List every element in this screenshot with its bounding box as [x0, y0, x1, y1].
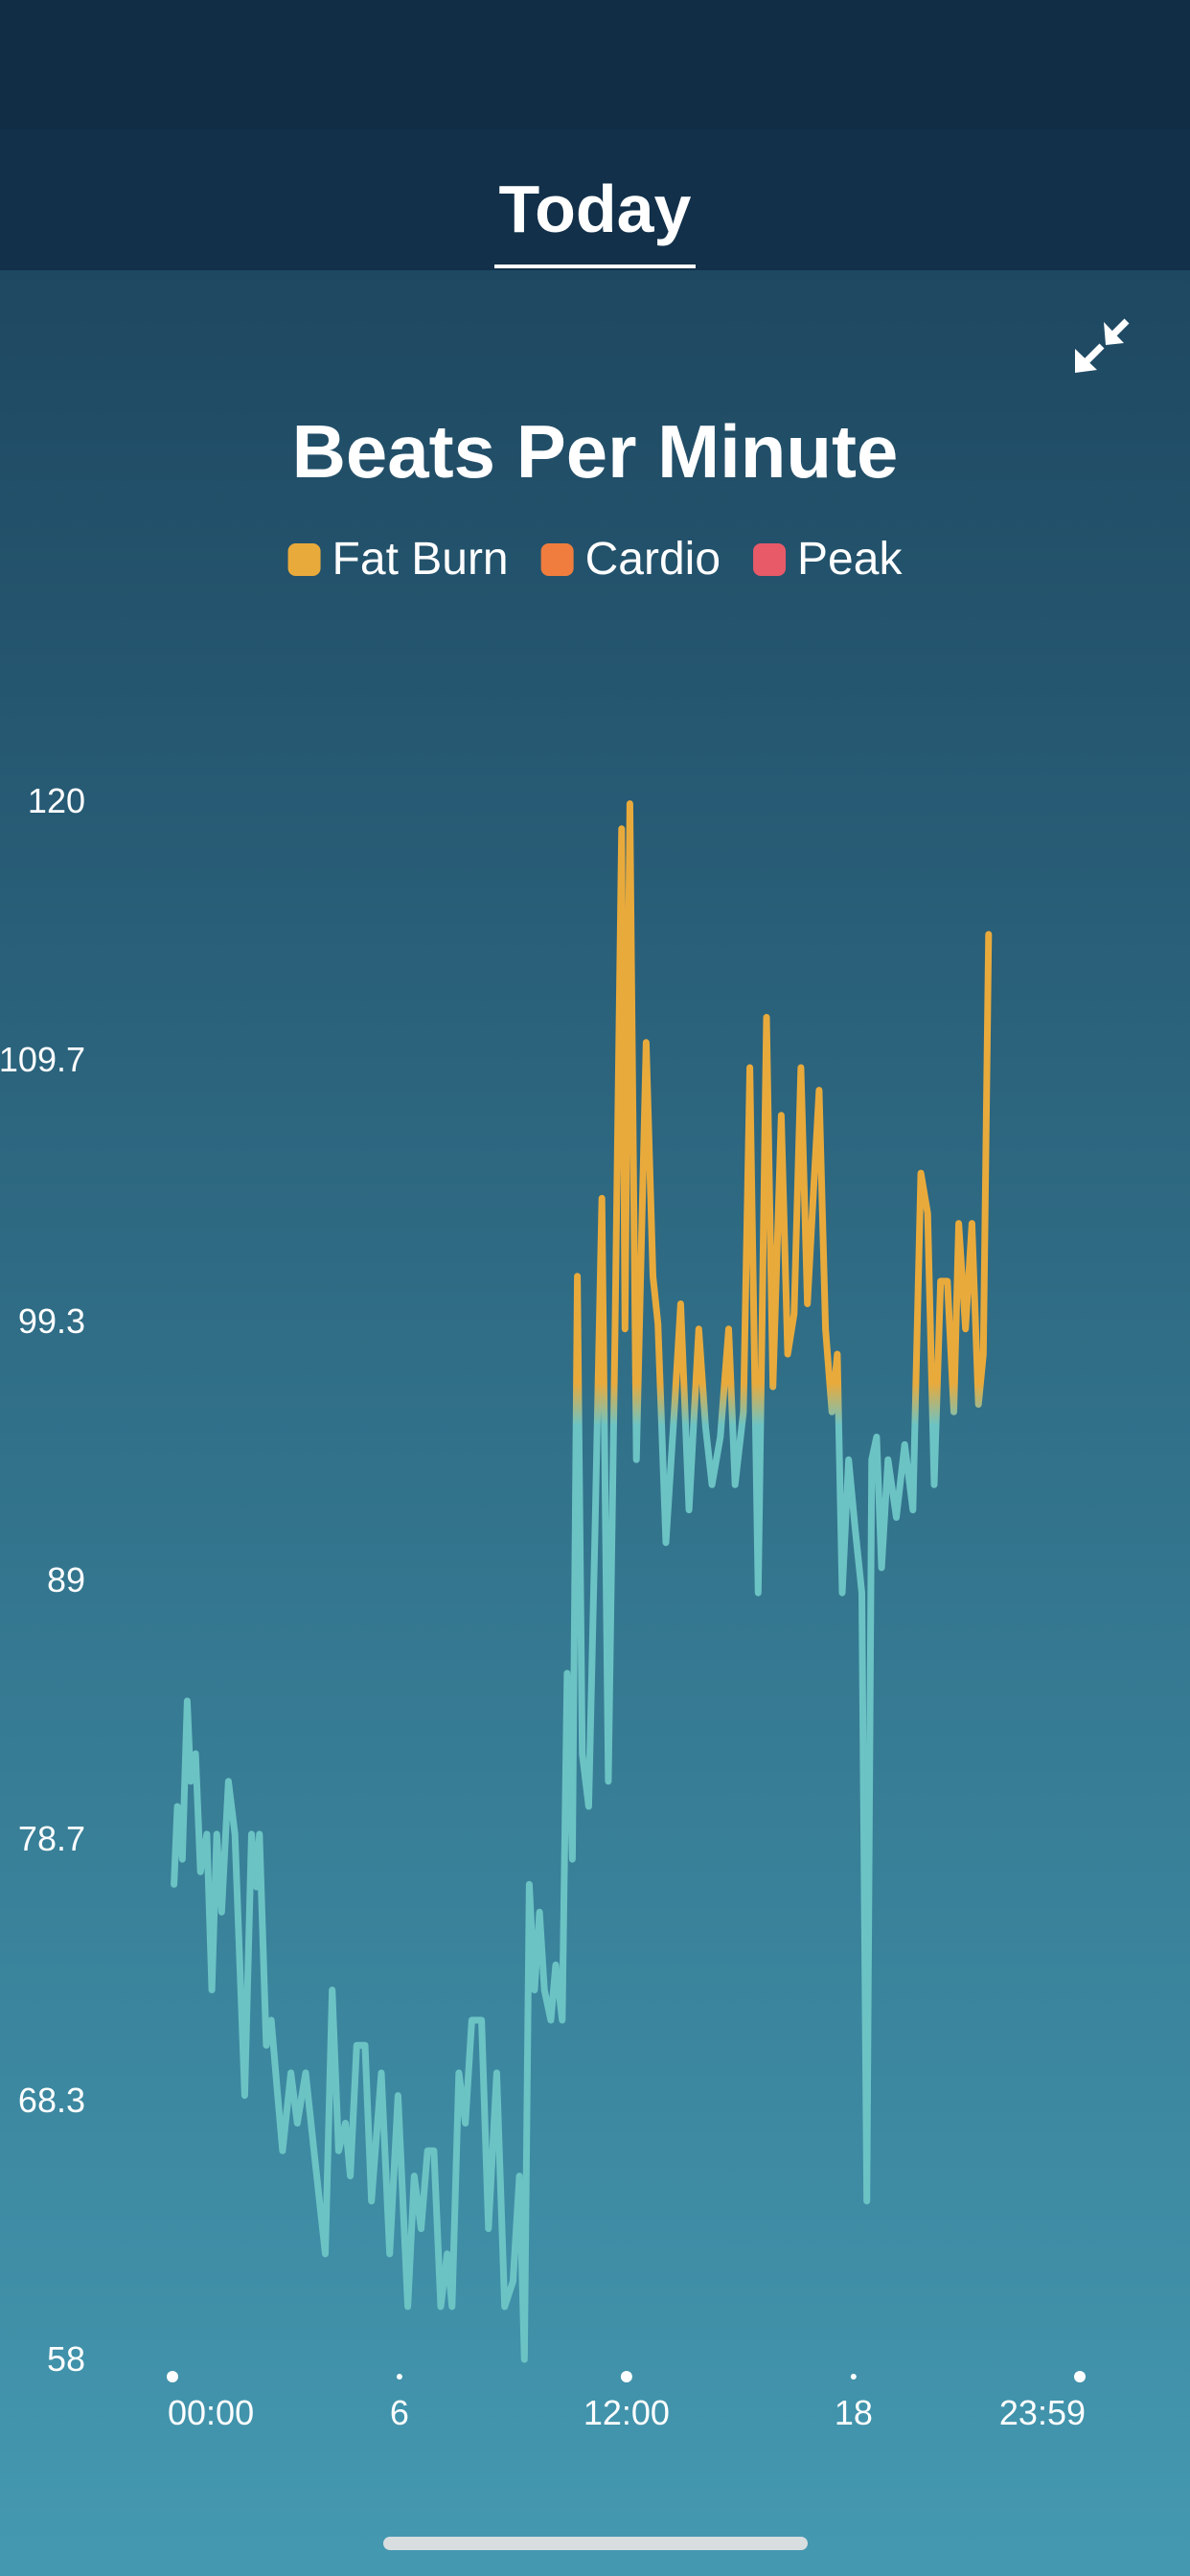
- x-tick-label: 12:00: [584, 2393, 670, 2432]
- x-tick-label: 23:59: [999, 2393, 1086, 2432]
- status-bar: [0, 0, 1190, 129]
- y-tick-label: 78.7: [18, 1819, 85, 1858]
- tab-today[interactable]: Today: [499, 172, 692, 246]
- y-tick-label: 68.3: [18, 2081, 85, 2120]
- plot: 58 68.3 78.7 89 99.3 109.7 120 00:00 6 12:00 18 23:…: [0, 781, 1086, 2432]
- x-tick-dot: [396, 2374, 402, 2380]
- y-tick-label: 89: [47, 1560, 85, 1599]
- legend-label: Cardio: [585, 534, 721, 585]
- y-tick-label: 120: [28, 781, 85, 820]
- tab-bar: [0, 129, 1190, 270]
- y-tick-label: 99.3: [18, 1301, 85, 1341]
- legend-swatch: [540, 543, 574, 576]
- legend-swatch: [287, 543, 321, 576]
- x-tick-dot: [1074, 2371, 1086, 2382]
- x-tick-label: 00:00: [168, 2393, 254, 2432]
- x-tick-dot: [620, 2371, 632, 2382]
- x-tick-dot: [850, 2374, 857, 2380]
- legend: Fat Burn Cardio Peak: [287, 534, 903, 585]
- tab-underline: [494, 264, 696, 268]
- legend-label: Fat Burn: [332, 534, 509, 585]
- y-tick-label: 109.7: [0, 1040, 85, 1079]
- heart-rate-line: [171, 800, 993, 2363]
- x-tick-label: 18: [835, 2393, 873, 2432]
- home-indicator: [383, 2537, 808, 2550]
- collapse-icon[interactable]: [1075, 318, 1130, 373]
- legend-label: Peak: [797, 534, 903, 585]
- y-tick-label: 58: [47, 2339, 85, 2379]
- x-tick-dot: [167, 2371, 178, 2382]
- x-tick-label: 6: [390, 2393, 409, 2432]
- legend-swatch: [753, 543, 787, 576]
- chart-title: Beats Per Minute: [292, 409, 899, 494]
